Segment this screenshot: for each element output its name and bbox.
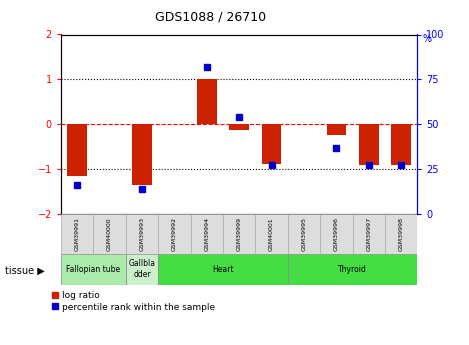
Bar xyxy=(132,124,151,185)
Text: GSM39995: GSM39995 xyxy=(302,217,307,251)
Text: tissue ▶: tissue ▶ xyxy=(5,266,45,276)
Bar xyxy=(68,124,87,176)
Text: Heart: Heart xyxy=(212,265,234,274)
Text: GSM39999: GSM39999 xyxy=(237,217,242,251)
Bar xyxy=(327,124,346,135)
Text: GSM39997: GSM39997 xyxy=(366,217,371,251)
Bar xyxy=(288,254,417,285)
Text: GDS1088 / 26710: GDS1088 / 26710 xyxy=(156,10,266,23)
Bar xyxy=(126,254,158,285)
Bar xyxy=(197,79,217,124)
Text: GSM39994: GSM39994 xyxy=(204,217,209,251)
Bar xyxy=(61,254,126,285)
Bar xyxy=(392,124,411,165)
Legend: log ratio, percentile rank within the sample: log ratio, percentile rank within the sa… xyxy=(52,291,215,312)
Text: GSM39993: GSM39993 xyxy=(139,217,144,251)
Text: GSM40000: GSM40000 xyxy=(107,217,112,250)
Bar xyxy=(256,214,288,254)
Text: GSM40001: GSM40001 xyxy=(269,217,274,250)
Bar xyxy=(320,214,353,254)
Bar xyxy=(262,124,281,164)
Bar xyxy=(93,214,126,254)
Bar xyxy=(288,214,320,254)
Bar xyxy=(126,214,158,254)
Bar xyxy=(359,124,378,165)
Text: GSM39992: GSM39992 xyxy=(172,217,177,251)
Text: GSM39996: GSM39996 xyxy=(334,217,339,251)
Text: Fallopian tube: Fallopian tube xyxy=(66,265,121,274)
Text: Gallbla
dder: Gallbla dder xyxy=(129,259,156,279)
Bar xyxy=(229,124,249,130)
Bar xyxy=(61,214,93,254)
Bar xyxy=(353,214,385,254)
Text: %: % xyxy=(423,34,432,45)
Bar xyxy=(158,254,288,285)
Text: GSM39998: GSM39998 xyxy=(399,217,404,251)
Text: GSM39991: GSM39991 xyxy=(75,217,80,251)
Bar xyxy=(158,214,190,254)
Bar xyxy=(385,214,417,254)
Bar xyxy=(190,214,223,254)
Bar xyxy=(223,214,256,254)
Text: Thyroid: Thyroid xyxy=(338,265,367,274)
